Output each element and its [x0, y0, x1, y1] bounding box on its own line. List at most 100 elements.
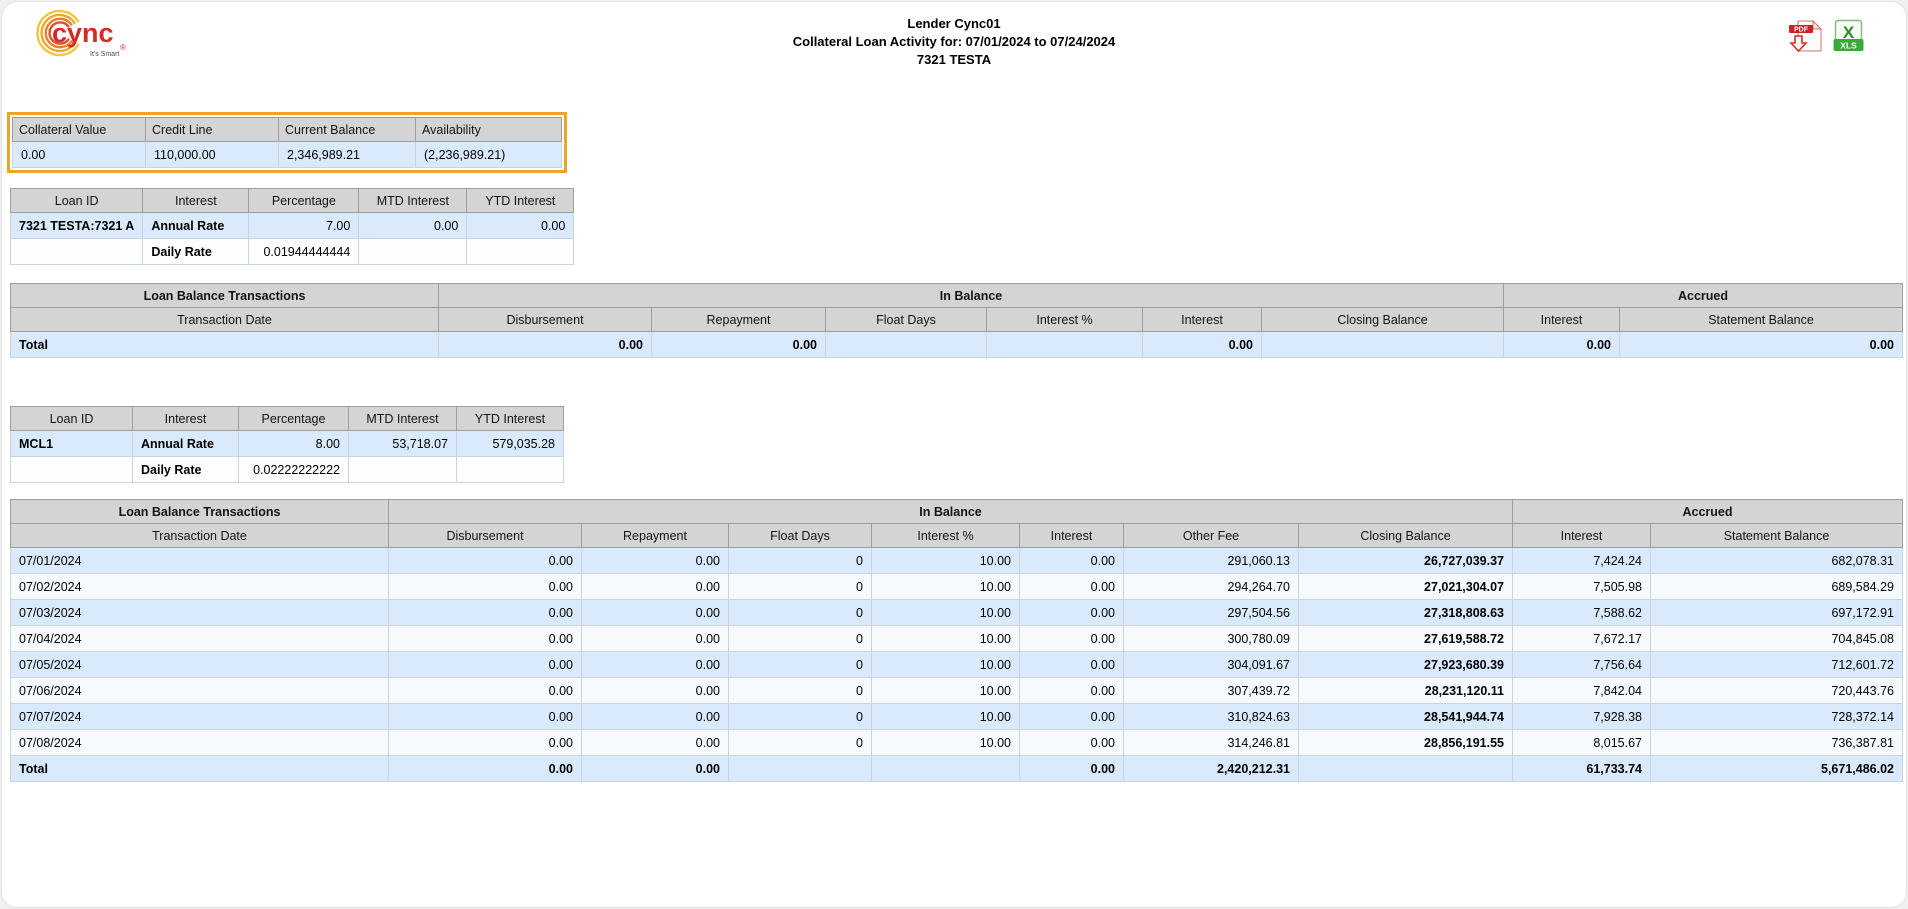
loan-header-row: Loan ID Interest Percentage MTD Interest YTD… — [10, 406, 564, 431]
logo-registered-mark: ® — [120, 43, 126, 52]
column-header: Disbursement — [388, 523, 582, 548]
total-amount-cell: 0.00 — [438, 331, 652, 358]
transaction-date-cell: 07/05/2024 — [10, 651, 389, 678]
amount-cell: 0.00 — [1019, 729, 1124, 756]
amount-cell: 0.00 — [1019, 651, 1124, 678]
total-label-cell: Total — [10, 755, 389, 782]
report-lender-line: Lender Cync01 — [907, 16, 1001, 31]
total-amount-cell: 0.00 — [388, 755, 582, 782]
column-header: Interest — [1019, 523, 1124, 548]
transaction-row: 07/08/2024 0.00 0.00 0 10.00 0.00 314,246.81 28… — [10, 729, 1903, 756]
column-header: Percentage — [248, 188, 360, 213]
summary-header-row: Collateral Value Credit Line Current Balan… — [12, 117, 562, 142]
mtd-interest-cell — [358, 238, 468, 265]
group-header-row: Loan Balance Transactions In Balance Accru… — [10, 499, 1903, 524]
loan-balance-transactions-table-7321: Loan Balance Transactions In Balance Accru… — [10, 283, 1903, 358]
amount-cell: 304,091.67 — [1123, 651, 1299, 678]
total-amount-cell: 0.00 — [581, 755, 729, 782]
column-header: Current Balance — [278, 117, 416, 142]
loan-id-cell — [10, 456, 133, 483]
amount-cell: 0.00 — [581, 599, 729, 626]
amount-cell: 0 — [728, 625, 872, 652]
loan-id-cell: 7321 TESTA:7321 A — [9, 212, 144, 239]
mtd-interest-cell — [348, 456, 457, 483]
amount-cell: 0.00 — [1019, 599, 1124, 626]
amount-cell: 10.00 — [871, 599, 1020, 626]
column-header: Repayment — [651, 307, 826, 332]
column-header: Interest — [142, 188, 250, 213]
amount-cell: 10.00 — [871, 677, 1020, 704]
transaction-date-cell: 07/07/2024 — [10, 703, 389, 730]
column-header: Interest % — [871, 523, 1020, 548]
total-amount-cell — [728, 755, 872, 782]
amount-cell: 682,078.31 — [1650, 547, 1903, 574]
pdf-export-button[interactable]: PDF — [1787, 19, 1825, 58]
column-header: Float Days — [825, 307, 987, 332]
amount-cell: 310,824.63 — [1123, 703, 1299, 730]
column-header: Statement Balance — [1650, 523, 1903, 548]
column-header: Credit Line — [145, 117, 279, 142]
amount-cell: 689,584.29 — [1650, 573, 1903, 600]
amount-cell: 704,845.08 — [1650, 625, 1903, 652]
cync-logo: cync ® It's Smart — [32, 8, 152, 68]
amount-cell: 728,372.14 — [1650, 703, 1903, 730]
total-amount-cell: 0.00 — [1503, 331, 1620, 358]
group-header-row: Loan Balance Transactions In Balance Accru… — [10, 283, 1903, 308]
svg-text:XLS: XLS — [1840, 41, 1857, 51]
loan-data-row: Daily Rate 0.02222222222 — [10, 456, 564, 483]
amount-cell: 0 — [728, 573, 872, 600]
transaction-row: 07/07/2024 0.00 0.00 0 10.00 0.00 310,824.63 28… — [10, 703, 1903, 730]
xls-export-button[interactable]: X XLS — [1833, 19, 1864, 58]
total-amount-cell: 0.00 — [651, 331, 826, 358]
amount-cell: 0.00 — [388, 599, 582, 626]
amount-cell: 0.00 — [581, 729, 729, 756]
transaction-date-cell: 07/08/2024 — [10, 729, 389, 756]
amount-cell: 10.00 — [871, 729, 1020, 756]
report-header: Lender Cync01 Collateral Loan Activity f… — [2, 15, 1906, 69]
column-header: Availability — [415, 117, 562, 142]
group-header: Loan Balance Transactions — [10, 283, 439, 308]
amount-cell: 314,246.81 — [1123, 729, 1299, 756]
loan-data-row: Daily Rate 0.01944444444 — [9, 238, 575, 265]
amount-cell: 0.00 — [388, 729, 582, 756]
amount-cell: 297,504.56 — [1123, 599, 1299, 626]
column-header: Loan ID — [9, 188, 144, 213]
loan-info-table-7321: Loan ID Interest Percentage MTD Interest YTD… — [9, 188, 575, 265]
summary-value: (2,236,989.21) — [415, 141, 562, 168]
transaction-date-cell: 07/03/2024 — [10, 599, 389, 626]
total-amount-cell: 61,733.74 — [1512, 755, 1651, 782]
amount-cell: 0.00 — [581, 547, 729, 574]
amount-cell: 712,601.72 — [1650, 651, 1903, 678]
pdf-icon: PDF — [1789, 19, 1823, 53]
amount-cell: 294,264.70 — [1123, 573, 1299, 600]
percentage-cell: 0.01944444444 — [248, 238, 360, 265]
column-header: Interest — [1503, 307, 1620, 332]
amount-cell: 697,172.91 — [1650, 599, 1903, 626]
amount-cell: 7,928.38 — [1512, 703, 1651, 730]
column-header: Repayment — [581, 523, 729, 548]
transaction-date-cell: 07/01/2024 — [10, 547, 389, 574]
transaction-row: 07/05/2024 0.00 0.00 0 10.00 0.00 304,091.67 27… — [10, 651, 1903, 678]
column-header: Transaction Date — [10, 523, 389, 548]
column-header: YTD Interest — [466, 188, 575, 213]
total-amount-cell: 5,671,486.02 — [1650, 755, 1903, 782]
group-header: Loan Balance Transactions — [10, 499, 389, 524]
amount-cell: 28,856,191.55 — [1298, 729, 1513, 756]
ytd-interest-cell: 579,035.28 — [456, 430, 564, 457]
transaction-row: 07/03/2024 0.00 0.00 0 10.00 0.00 297,504.56 27… — [10, 599, 1903, 626]
rate-type-cell: Daily Rate — [132, 456, 239, 483]
amount-cell: 10.00 — [871, 651, 1020, 678]
amount-cell: 10.00 — [871, 573, 1020, 600]
amount-cell: 0 — [728, 703, 872, 730]
svg-text:X: X — [1843, 23, 1855, 42]
svg-text:PDF: PDF — [1794, 27, 1809, 34]
amount-cell: 0 — [728, 677, 872, 704]
summary-highlight-box: Collateral Value Credit Line Current Balan… — [7, 112, 567, 173]
column-header: Loan ID — [10, 406, 133, 431]
loan-id-cell: MCL1 — [10, 430, 133, 457]
amount-cell: 10.00 — [871, 547, 1020, 574]
amount-cell: 0 — [728, 729, 872, 756]
column-header: Statement Balance — [1619, 307, 1903, 332]
total-amount-cell — [1298, 755, 1513, 782]
